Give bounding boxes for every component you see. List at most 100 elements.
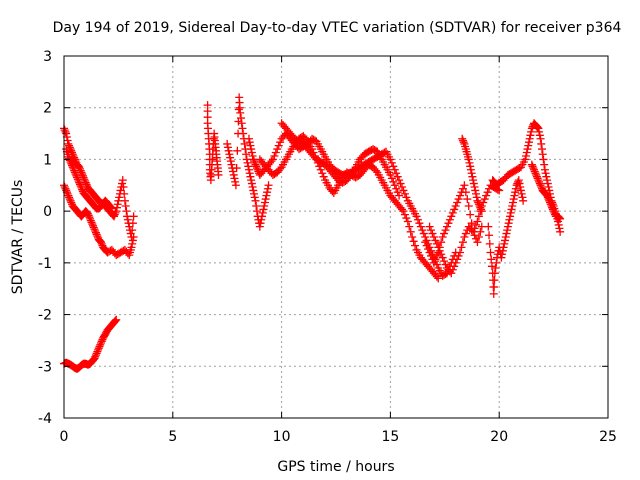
data-point-marker xyxy=(64,139,73,148)
data-point-marker xyxy=(247,176,256,185)
data-point-marker xyxy=(127,243,136,252)
data-point-marker xyxy=(526,131,535,140)
data-point-marker xyxy=(416,222,425,231)
data-point-marker xyxy=(263,188,272,197)
data-point-marker xyxy=(112,207,121,216)
data-point-marker xyxy=(533,174,542,183)
data-point-marker xyxy=(97,239,106,248)
data-point-marker xyxy=(65,193,74,202)
data-point-marker xyxy=(468,172,477,181)
data-point-marker xyxy=(511,184,520,193)
data-point-marker xyxy=(258,212,267,221)
data-point-marker xyxy=(555,224,564,233)
data-point-marker xyxy=(538,150,547,159)
data-point-marker xyxy=(441,270,450,279)
data-point-marker xyxy=(544,195,553,204)
data-point-marker xyxy=(123,215,132,224)
data-point-marker xyxy=(214,170,223,179)
data-point-marker xyxy=(402,214,411,223)
data-point-marker xyxy=(549,207,558,216)
data-point-marker xyxy=(120,189,129,198)
y-tick-label: -2 xyxy=(38,308,52,324)
data-point-marker xyxy=(246,172,255,181)
data-point-marker xyxy=(88,220,97,229)
data-point-marker xyxy=(471,220,480,229)
data-point-marker xyxy=(262,191,271,200)
data-point-marker xyxy=(474,212,483,221)
data-point-marker xyxy=(276,164,285,173)
data-point-marker xyxy=(554,220,563,229)
data-point-marker xyxy=(516,183,525,192)
data-point-marker xyxy=(473,217,482,226)
y-tick-label: 1 xyxy=(43,152,52,168)
chart-title: Day 194 of 2019, Sidereal Day-to-day VTE… xyxy=(53,20,622,36)
data-point-marker xyxy=(419,229,428,238)
data-point-marker xyxy=(89,221,98,230)
data-point-marker xyxy=(67,161,76,170)
data-point-marker xyxy=(540,160,549,169)
data-point-marker xyxy=(509,195,518,204)
data-point-marker xyxy=(119,183,128,192)
data-point-marker xyxy=(263,184,272,193)
data-point-marker xyxy=(230,174,239,183)
data-point-marker xyxy=(535,131,544,140)
data-point-marker xyxy=(537,139,546,148)
x-tick-label: 10 xyxy=(273,429,291,445)
data-point-marker xyxy=(70,155,79,164)
data-point-marker xyxy=(65,195,74,204)
data-point-marker xyxy=(458,136,467,145)
series-arc-14 xyxy=(488,119,565,236)
data-point-marker xyxy=(546,200,555,209)
data-point-marker xyxy=(318,169,327,178)
data-point-marker xyxy=(536,181,545,190)
data-point-marker xyxy=(118,179,127,188)
data-point-marker xyxy=(75,180,84,189)
data-point-marker xyxy=(399,186,408,195)
data-point-marker xyxy=(521,155,530,164)
data-point-marker xyxy=(252,164,261,173)
data-point-marker xyxy=(438,233,447,241)
data-point-marker xyxy=(486,248,495,257)
data-point-marker xyxy=(411,241,420,250)
data-point-marker xyxy=(487,262,496,271)
series-arc-15 xyxy=(527,160,565,223)
data-point-marker xyxy=(555,214,564,223)
data-point-marker xyxy=(517,189,526,198)
data-point-marker xyxy=(65,156,74,165)
data-point-marker xyxy=(244,134,253,143)
data-point-marker xyxy=(247,145,256,154)
data-point-marker xyxy=(450,205,459,214)
data-point-marker xyxy=(72,171,81,180)
data-point-marker xyxy=(390,165,399,174)
data-point-marker xyxy=(252,207,261,216)
series-arc-5 xyxy=(203,101,223,185)
data-point-marker xyxy=(90,225,99,234)
data-point-marker xyxy=(545,196,554,205)
data-point-marker xyxy=(476,227,485,236)
data-point-marker xyxy=(492,258,501,267)
data-point-marker xyxy=(554,213,563,222)
data-point-marker xyxy=(438,253,447,262)
data-point-marker xyxy=(267,157,276,166)
data-point-marker xyxy=(386,155,395,164)
data-point-marker xyxy=(387,158,396,167)
data-point-marker xyxy=(61,184,70,193)
data-point-marker xyxy=(93,232,102,241)
data-point-marker xyxy=(61,127,70,136)
series-arc-2 xyxy=(62,145,116,213)
data-point-marker xyxy=(231,177,240,186)
data-point-marker xyxy=(86,214,95,223)
data-point-marker xyxy=(247,179,256,188)
data-point-marker xyxy=(73,175,82,184)
data-point-marker xyxy=(65,154,74,163)
data-point-marker xyxy=(415,219,424,228)
data-point-marker xyxy=(96,340,105,349)
data-point-marker xyxy=(113,200,122,209)
data-point-marker xyxy=(447,269,456,278)
data-point-marker xyxy=(497,253,506,262)
data-point-marker xyxy=(250,157,259,166)
data-point-marker xyxy=(522,151,531,160)
data-point-marker xyxy=(236,114,245,123)
data-point-marker xyxy=(247,148,256,157)
data-point-marker xyxy=(418,226,427,235)
